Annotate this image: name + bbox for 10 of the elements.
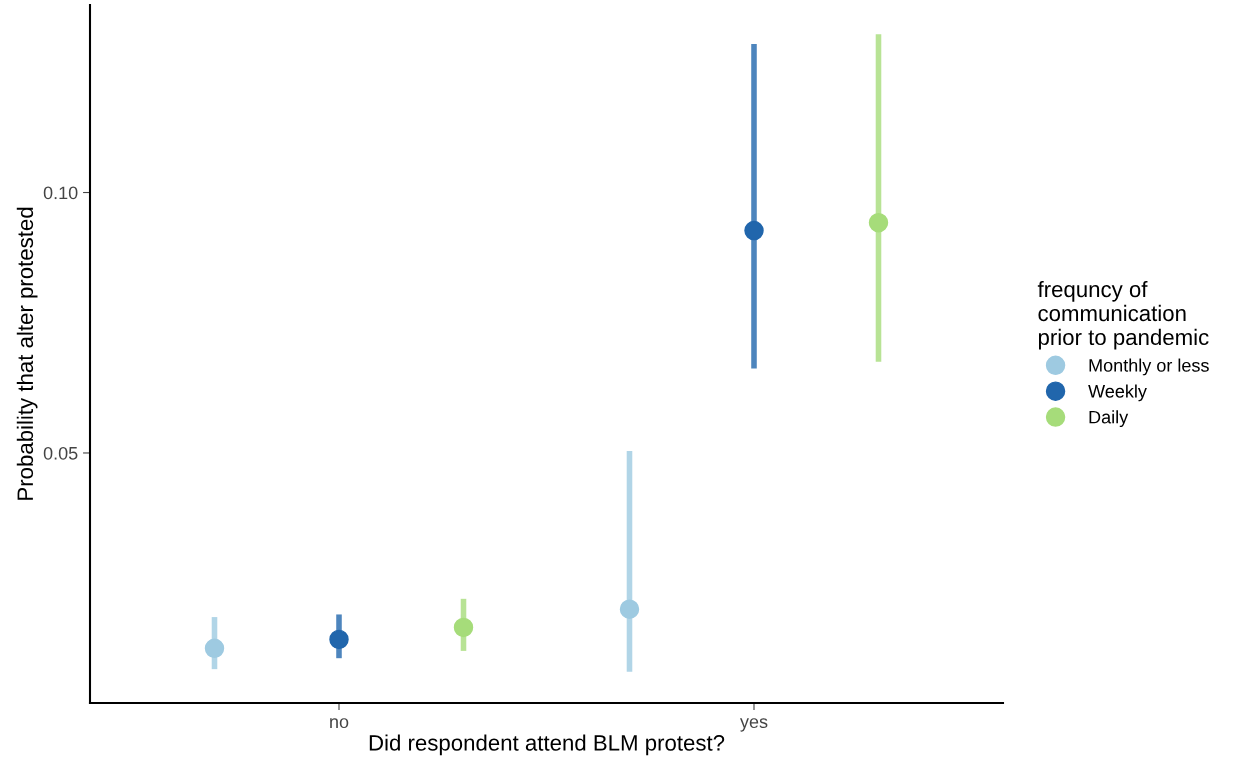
x-axis-title: Did respondent attend BLM protest? <box>369 734 725 756</box>
legend-label: Daily <box>1089 410 1129 428</box>
y-tick-label: 0.05 <box>43 446 78 460</box>
legend-title: frequncy of communication prior to pandemic <box>1037 280 1209 350</box>
x-tick-label: no <box>330 718 349 729</box>
y-tick-label: 0.10 <box>43 186 78 200</box>
x-tick-label: yes <box>740 718 768 732</box>
legend-label: Weekly <box>1088 384 1147 402</box>
legend-label: Monthly or less <box>1089 358 1209 376</box>
y-axis-title: Probability that alter protested <box>16 207 38 500</box>
